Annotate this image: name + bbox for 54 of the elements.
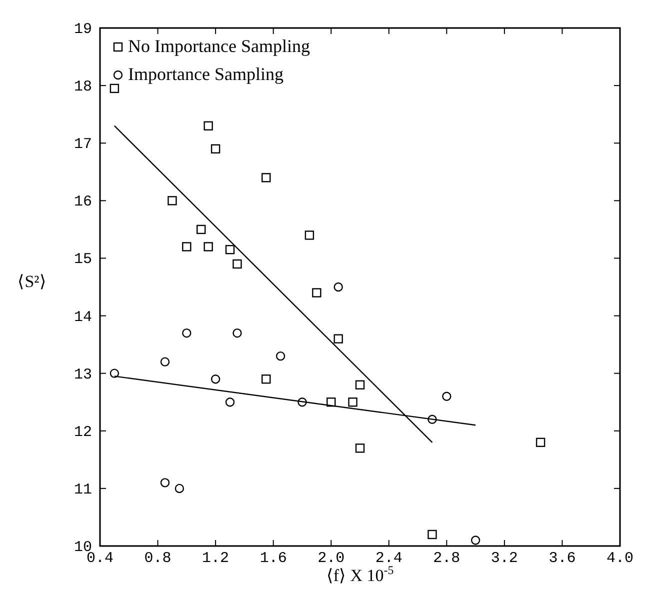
point (110, 84, 120, 94)
point (470, 536, 480, 545)
point (232, 328, 242, 338)
x-tick-label: 2.8 (433, 550, 460, 567)
y-tick-label: 13 (74, 366, 92, 384)
point (312, 288, 322, 298)
point (232, 259, 242, 269)
point (348, 398, 358, 407)
point (210, 374, 220, 384)
x-tick-label: 0.8 (144, 550, 172, 567)
point (204, 121, 213, 130)
point (210, 144, 220, 154)
point (355, 444, 365, 453)
y-tick-label: 18 (74, 78, 92, 96)
point (428, 530, 437, 540)
point (442, 392, 452, 401)
point (174, 484, 184, 494)
y-tick-label: 15 (74, 251, 92, 268)
point (225, 398, 235, 407)
point (110, 368, 120, 378)
y-tick-label: 17 (74, 136, 92, 154)
point (262, 374, 271, 384)
point (160, 478, 170, 488)
point (428, 414, 437, 424)
point (160, 357, 170, 366)
point (355, 380, 365, 390)
point (334, 282, 343, 292)
point (262, 173, 271, 182)
x-tick-label: 3.2 (490, 550, 518, 567)
x-tick-label: 0.4 (86, 550, 114, 567)
point (168, 196, 177, 206)
point (298, 398, 307, 407)
x-tick-label: 4.0 (606, 550, 634, 567)
point (182, 242, 192, 252)
legend-label: No Importance Sampling (128, 36, 310, 56)
legend-label: Importance Sampling (128, 64, 284, 84)
point (326, 398, 336, 407)
y-tick-label: 19 (74, 21, 92, 38)
y-tick-label: 12 (74, 424, 92, 441)
point (334, 334, 343, 344)
x-tick-label: 3.6 (548, 550, 576, 567)
y-tick-label: 14 (74, 308, 92, 326)
x-tick-label: 1.6 (260, 550, 287, 567)
x-tick-label: 1.2 (202, 550, 230, 567)
point (204, 242, 213, 252)
point (196, 224, 206, 234)
point (304, 230, 314, 240)
y-tick-label: 16 (74, 194, 92, 211)
point (276, 351, 286, 361)
point (182, 328, 192, 338)
y-tick-label: 11 (74, 481, 92, 498)
point (225, 244, 235, 254)
point (536, 438, 546, 447)
y-axis-title: ⟨S²⟩ (18, 272, 46, 291)
